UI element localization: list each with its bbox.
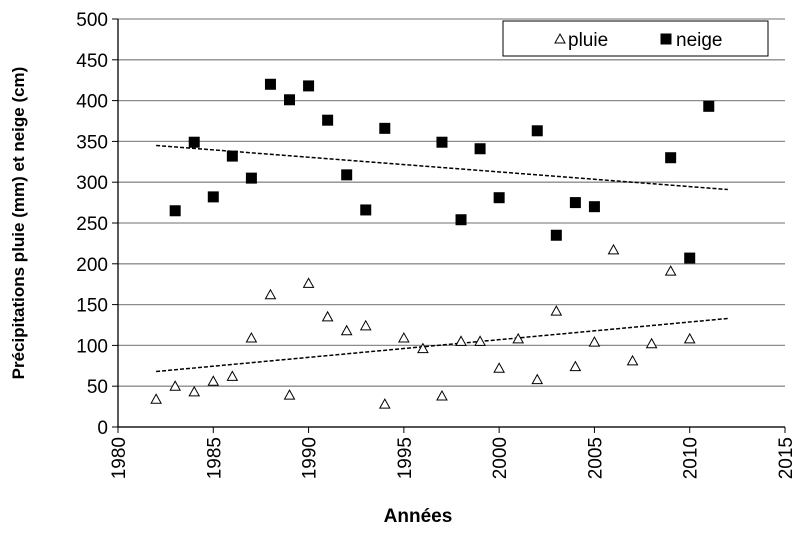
legend-label: neige bbox=[676, 30, 723, 51]
point bbox=[493, 362, 505, 373]
point bbox=[360, 204, 372, 216]
point bbox=[321, 310, 334, 322]
point bbox=[341, 169, 353, 181]
legend-marker bbox=[554, 32, 566, 44]
point bbox=[340, 324, 353, 336]
point bbox=[645, 337, 658, 349]
point bbox=[683, 332, 696, 344]
y-tick-label: 450 bbox=[76, 51, 108, 72]
point bbox=[626, 354, 639, 366]
point bbox=[531, 125, 543, 137]
y-tick-label: 100 bbox=[76, 336, 108, 357]
point bbox=[303, 80, 315, 92]
point bbox=[569, 360, 582, 372]
point bbox=[398, 332, 410, 343]
legend-box bbox=[502, 20, 769, 57]
point bbox=[531, 373, 544, 385]
point bbox=[226, 370, 239, 381]
y-tick-label: 350 bbox=[76, 132, 108, 153]
point bbox=[169, 205, 181, 217]
point bbox=[226, 150, 238, 162]
point bbox=[264, 78, 276, 90]
point bbox=[283, 389, 296, 400]
point bbox=[474, 143, 486, 155]
point bbox=[455, 214, 467, 226]
point bbox=[664, 265, 677, 276]
x-tick-label: 1995 bbox=[395, 437, 416, 479]
x-tick-label: 1980 bbox=[109, 437, 130, 479]
x-axis-label: Années bbox=[384, 506, 453, 527]
trend-line bbox=[156, 144, 728, 191]
point bbox=[264, 288, 277, 300]
point bbox=[436, 136, 448, 148]
point bbox=[378, 398, 391, 409]
y-tick-label: 50 bbox=[87, 377, 108, 398]
point bbox=[188, 136, 200, 148]
point bbox=[169, 380, 182, 391]
x-tick-label: 1990 bbox=[300, 437, 321, 479]
x-tick-label: 2015 bbox=[776, 437, 794, 479]
point bbox=[188, 385, 201, 397]
legend-label: pluie bbox=[568, 30, 608, 51]
point bbox=[455, 335, 467, 346]
y-tick-label: 300 bbox=[76, 173, 108, 194]
point bbox=[322, 114, 334, 126]
point bbox=[150, 393, 162, 404]
point bbox=[550, 305, 563, 316]
x-tick-label: 2005 bbox=[585, 437, 606, 479]
point bbox=[588, 336, 601, 347]
point bbox=[302, 277, 315, 288]
x-tick-label: 2000 bbox=[490, 437, 511, 479]
point bbox=[245, 332, 258, 343]
y-tick-label: 0 bbox=[97, 418, 108, 439]
x-tick-label: 1985 bbox=[204, 437, 225, 479]
point bbox=[207, 191, 219, 203]
point bbox=[417, 342, 429, 354]
y-tick-label: 500 bbox=[76, 10, 108, 31]
legend-marker bbox=[660, 33, 672, 45]
point bbox=[512, 332, 525, 344]
point bbox=[207, 375, 220, 386]
x-tick-label: 2010 bbox=[681, 437, 702, 479]
point bbox=[379, 122, 391, 134]
point bbox=[436, 389, 448, 401]
y-tick-label: 200 bbox=[76, 255, 108, 276]
point bbox=[588, 201, 600, 213]
point bbox=[474, 335, 486, 346]
point bbox=[607, 243, 620, 255]
point bbox=[359, 319, 372, 331]
point bbox=[665, 152, 677, 164]
point bbox=[245, 172, 257, 184]
point bbox=[684, 252, 696, 264]
point bbox=[703, 100, 715, 112]
y-tick-label: 150 bbox=[76, 296, 108, 317]
y-tick-label: 400 bbox=[76, 92, 108, 113]
point bbox=[284, 94, 296, 106]
point bbox=[550, 229, 562, 241]
y-axis-label: Précipitations pluie (mm) et neige (cm) bbox=[9, 67, 28, 380]
y-tick-label: 250 bbox=[76, 214, 108, 235]
point bbox=[569, 197, 581, 209]
point bbox=[493, 192, 505, 204]
